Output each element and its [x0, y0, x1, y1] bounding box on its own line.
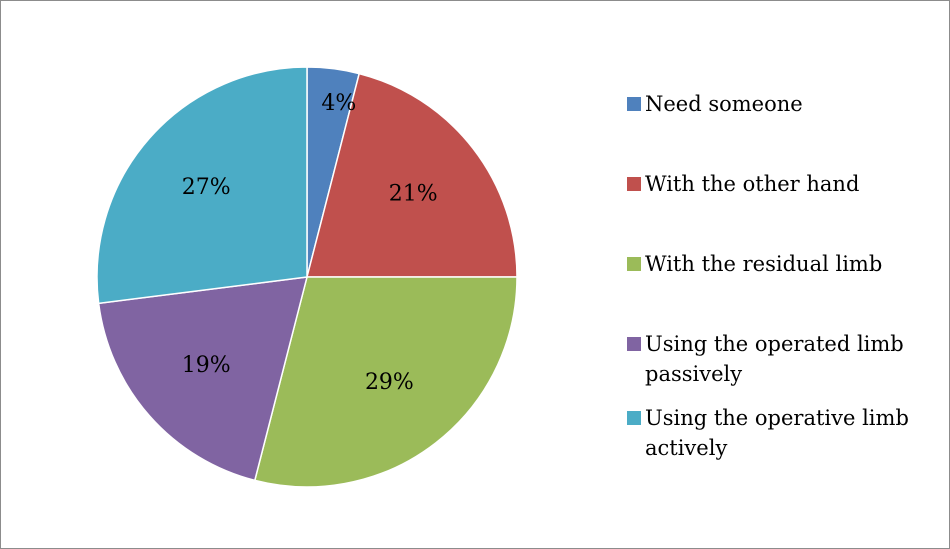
pie-data-label-3: 19%	[182, 353, 231, 378]
pie-data-labels: 4% 21% 29% 19% 27%	[182, 91, 438, 395]
legend-swatch-1	[627, 177, 641, 191]
pie-slice-1	[306, 72, 518, 278]
legend-label-2: With the residual limb	[645, 252, 883, 276]
pie-slice-3	[97, 276, 309, 482]
legend-label-3: Using the operated limb passively	[645, 332, 904, 386]
legend-swatch-3	[627, 337, 641, 351]
legend-swatch-0	[627, 97, 641, 111]
legend-item-2: With the residual limb	[627, 249, 945, 279]
pie-data-label-4: 27%	[182, 175, 231, 200]
pie-slice-2	[253, 276, 518, 488]
legend-label-0: Need someone	[645, 92, 803, 116]
legend-swatch-4	[627, 411, 641, 425]
pie-slices	[96, 66, 518, 488]
pie-data-label-1: 21%	[389, 182, 438, 207]
legend-item-4: Using the operative limb actively	[627, 403, 945, 463]
legend-swatch-2	[627, 257, 641, 271]
legend-item-0: Need someone	[627, 89, 945, 119]
pie-data-label-0: 4%	[321, 91, 356, 116]
legend-label-4: Using the operative limb actively	[645, 406, 909, 460]
legend-item-1: With the other hand	[627, 169, 945, 199]
legend-label-1: With the other hand	[645, 172, 860, 196]
legend-item-3: Using the operated limb passively	[627, 329, 945, 389]
pie-data-label-2: 29%	[365, 370, 414, 395]
pie-slice-4	[96, 66, 308, 305]
